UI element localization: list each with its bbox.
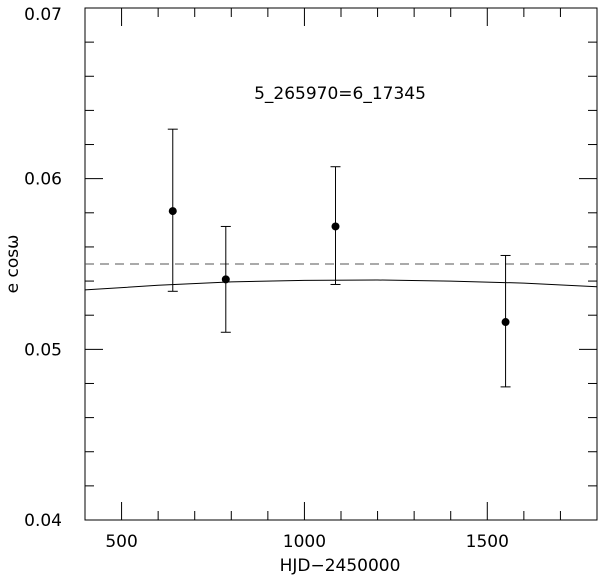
plot-annotation: 5_265970=6_17345 [254, 84, 426, 104]
x-tick-labels: 500 1000 1500 [105, 532, 509, 552]
x-tick-label: 1000 [283, 532, 326, 552]
minor-ticks [84, 8, 598, 520]
data-point [331, 222, 340, 231]
data-points [167, 128, 511, 388]
y-tick-labels: 0.04 0.05 0.06 0.07 [24, 5, 62, 531]
y-tick-label: 0.05 [24, 340, 62, 360]
model-curve [84, 279, 598, 291]
data-point [221, 275, 230, 284]
y-tick-label: 0.06 [24, 170, 62, 190]
y-tick-label: 0.07 [24, 5, 62, 25]
major-ticks [85, 7, 597, 521]
data-point [501, 318, 510, 327]
y-axis-label: e cosω [3, 235, 23, 294]
x-axis-label: HJD−2450000 [280, 556, 401, 576]
x-tick-label: 500 [105, 532, 137, 552]
y-tick-label: 0.04 [24, 511, 62, 531]
x-tick-label: 1500 [466, 532, 509, 552]
data-point [168, 207, 177, 216]
